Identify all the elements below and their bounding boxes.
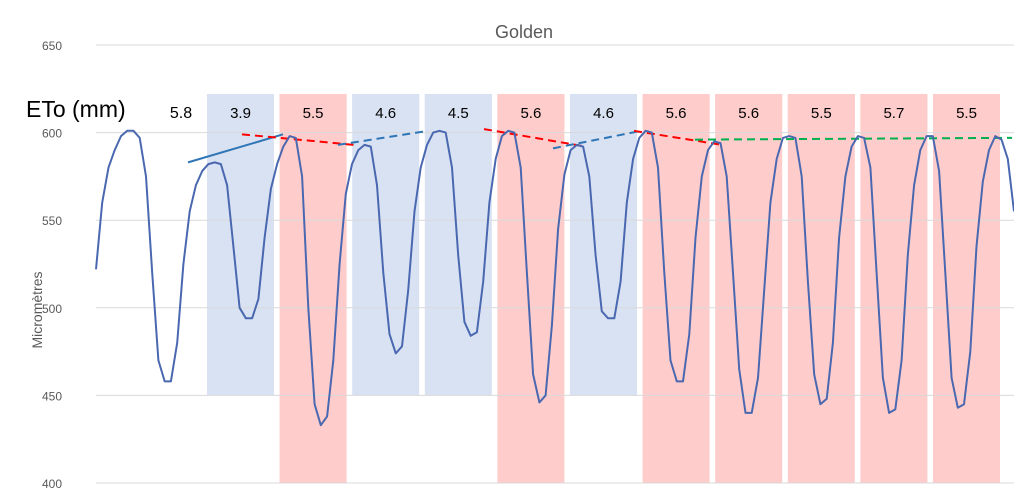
y-tick-label: 550	[42, 214, 62, 228]
eto-value: 5.7	[883, 105, 904, 122]
eto-value: 5.6	[666, 105, 687, 122]
band-layer	[207, 94, 1000, 483]
eto-label-box	[933, 94, 1000, 128]
series-line	[95, 129, 1014, 427]
y-axis-label: Micromètres	[29, 271, 45, 348]
trend-line-blue	[187, 133, 284, 164]
eto-label-box	[570, 94, 637, 128]
eto-value: 5.8	[170, 105, 192, 122]
eto-label-box	[207, 94, 274, 128]
day-band-blue	[207, 94, 274, 396]
day-band-red	[933, 94, 1000, 483]
chart-title: Golden	[495, 22, 553, 42]
y-tick-label: 400	[42, 477, 62, 491]
eto-value: 4.6	[375, 105, 396, 122]
eto-label-box	[497, 94, 565, 128]
y-tick-layer: 400 450 500 550 600 650	[42, 39, 62, 491]
eto-label-box	[279, 94, 347, 128]
eto-label-box	[352, 94, 420, 128]
trend-line-layer	[187, 128, 1013, 164]
eto-label-box	[860, 94, 928, 128]
trend-line-red	[241, 133, 355, 146]
eto-value: 5.5	[956, 105, 977, 122]
eto-label-box	[787, 94, 855, 128]
eto-value: 4.5	[448, 105, 469, 122]
eto-value: 5.5	[303, 105, 324, 122]
y-tick-label: 650	[42, 39, 62, 53]
trend-line-green	[694, 136, 1013, 141]
eto-label-box	[424, 94, 492, 128]
day-band-red	[642, 94, 710, 483]
y-tick-label: 600	[42, 127, 62, 141]
series-layer	[95, 129, 1014, 427]
eto-label-layer: 5.8 3.9 5.5 4.6 4.5 5.6 4.6 5.6 5.6 5.5 5.7 5.5	[170, 105, 977, 122]
eto-value: 5.5	[811, 105, 832, 122]
gridline-layer	[96, 44, 1014, 484]
day-band-blue	[352, 94, 420, 396]
eto-value: 3.9	[230, 105, 251, 122]
y-tick-label: 500	[42, 302, 62, 316]
eto-value: 5.6	[520, 105, 541, 122]
eto-heading: ETo (mm)	[26, 96, 126, 122]
y-tick-label: 450	[42, 389, 62, 403]
day-band-red	[860, 94, 928, 483]
day-band-red	[279, 94, 347, 483]
trend-line-blue	[552, 129, 642, 150]
trend-line-blue	[337, 129, 429, 146]
eto-label-box	[715, 94, 783, 128]
eto-label-box	[642, 94, 710, 128]
eto-value: 5.6	[738, 105, 759, 122]
day-band-blue	[570, 94, 637, 396]
day-band-red	[497, 94, 565, 483]
day-band-red	[715, 94, 783, 483]
trend-line-red	[483, 128, 587, 148]
trend-line-red	[633, 129, 723, 146]
eto-value: 4.6	[593, 105, 614, 122]
